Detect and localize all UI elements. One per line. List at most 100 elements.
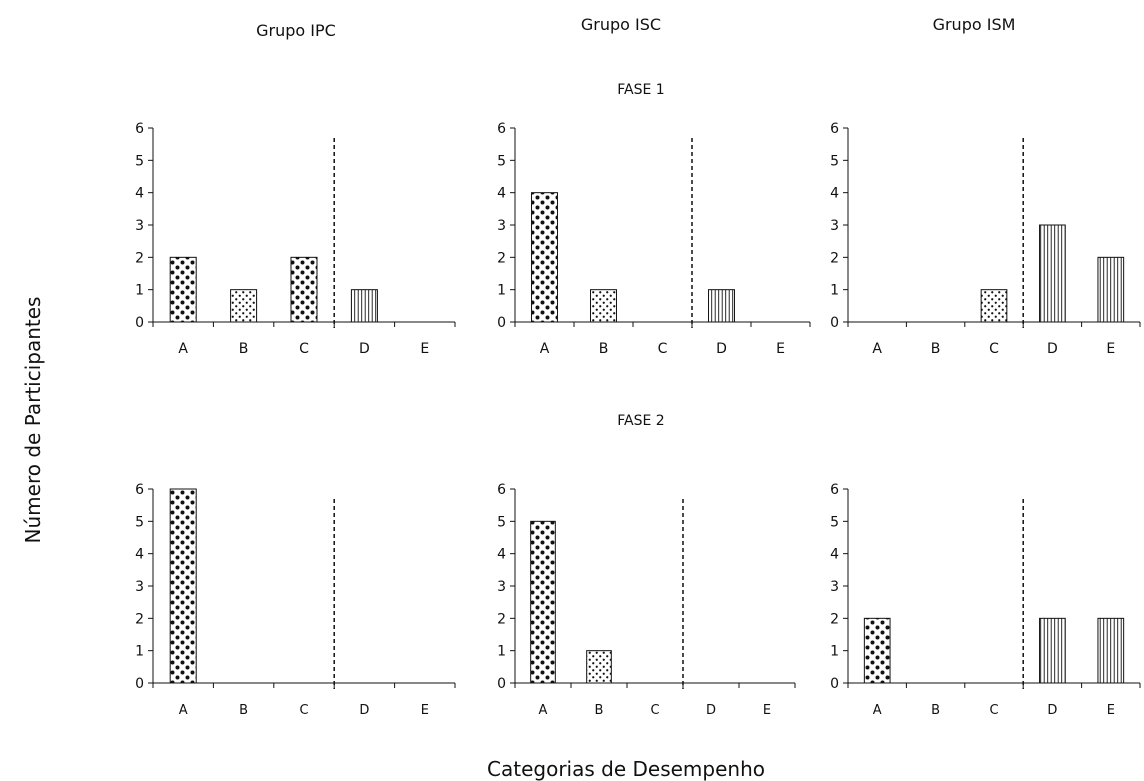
y-tick-label: 0 (497, 315, 506, 331)
y-tick-label: 6 (135, 482, 144, 498)
y-tick-label: 6 (830, 121, 839, 137)
panel-4: 0 1 2 3 4 5 6 A B C D E (135, 482, 456, 718)
bar-d (350, 289, 378, 323)
bar-b (230, 289, 258, 323)
x-tick-label: E (1107, 703, 1115, 718)
y-tick-label: 4 (135, 186, 144, 202)
y-tick-label: 1 (497, 283, 506, 299)
y-tick-label: 1 (135, 283, 144, 299)
group-title-ism: Grupo ISM (933, 15, 1016, 34)
group-title-isc: Grupo ISC (581, 15, 661, 34)
y-tick-label: 1 (830, 644, 839, 660)
x-tick-label: A (872, 341, 882, 357)
bar-b (590, 289, 617, 323)
x-tick-label: B (599, 341, 609, 357)
y-tick-label: 4 (830, 186, 839, 202)
x-tick-label: E (421, 703, 429, 718)
y-tick-label: 2 (135, 611, 144, 627)
x-tick-label: D (359, 703, 369, 718)
panel-6: 0 1 2 3 4 5 6 A B C D E (830, 482, 1141, 718)
y-tick-label: 4 (135, 547, 144, 563)
x-axis-title: Categorias de Desempenho (487, 757, 765, 781)
y-tick-label: 2 (497, 611, 506, 627)
x-tick-label: B (239, 341, 249, 357)
y-tick-label: 3 (830, 579, 839, 595)
y-tick-label: 0 (135, 315, 144, 331)
y-tick-label: 5 (830, 514, 839, 530)
y-axis-title: Número de Participantes (21, 297, 45, 544)
x-tick-label: D (706, 703, 716, 718)
bar-c (290, 256, 318, 323)
y-tick-label: 6 (830, 482, 839, 498)
x-tick-label: E (776, 341, 785, 357)
y-tick-label: 0 (135, 676, 144, 692)
x-tick-label: E (763, 703, 771, 718)
bar-d (1039, 617, 1066, 684)
x-tick-label: A (540, 341, 550, 357)
y-tick-label: 3 (830, 218, 839, 234)
y-tick-label: 5 (497, 514, 506, 530)
y-tick-label: 1 (830, 283, 839, 299)
bar-a (169, 256, 197, 323)
bar-a (530, 520, 556, 684)
panel-5: 0 1 2 3 4 5 6 A B C D E (497, 482, 796, 718)
y-tick-label: 4 (830, 547, 839, 563)
y-tick-label: 6 (497, 121, 506, 137)
x-tick-label: C (989, 703, 998, 718)
phase-title-2: FASE 2 (617, 413, 664, 429)
y-tick-label: 2 (135, 250, 144, 266)
y-tick-label: 5 (135, 514, 144, 530)
x-tick-label: D (1047, 703, 1057, 718)
panel-3: 0 1 2 3 4 5 6 A B C D E (830, 121, 1141, 357)
x-tick-label: E (1106, 341, 1115, 357)
x-tick-label: C (658, 341, 668, 357)
x-tick-label: D (1047, 341, 1058, 357)
x-tick-label: C (989, 341, 999, 357)
y-tick-label: 6 (497, 482, 506, 498)
x-tick-label: A (178, 341, 188, 357)
bar-b (586, 650, 612, 684)
x-tick-label: E (420, 341, 429, 357)
y-tick-label: 2 (830, 611, 839, 627)
y-tick-label: 6 (135, 121, 144, 137)
x-tick-label: B (931, 341, 941, 357)
x-tick-label: B (931, 703, 940, 718)
y-tick-label: 4 (497, 186, 506, 202)
x-tick-label: C (650, 703, 659, 718)
x-tick-label: C (299, 341, 309, 357)
y-tick-label: 0 (830, 676, 839, 692)
x-tick-label: A (873, 703, 882, 718)
bar-d (1039, 224, 1066, 323)
y-tick-label: 0 (497, 676, 506, 692)
y-tick-label: 3 (135, 579, 144, 595)
x-tick-label: D (359, 341, 370, 357)
bar-c (980, 289, 1008, 323)
y-tick-label: 5 (135, 153, 144, 169)
y-tick-label: 1 (135, 644, 144, 660)
x-tick-label: A (179, 703, 188, 718)
y-tick-label: 3 (497, 218, 506, 234)
y-tick-label: 2 (497, 250, 506, 266)
group-title-ipc: Grupo IPC (256, 21, 336, 40)
bar-a (169, 488, 197, 684)
bar-d (708, 289, 735, 323)
y-tick-label: 0 (830, 315, 839, 331)
y-tick-label: 3 (497, 579, 506, 595)
panel-2: 0 1 2 3 4 5 6 A B C D E (497, 121, 811, 357)
y-tick-label: 5 (830, 153, 839, 169)
x-tick-label: B (239, 703, 248, 718)
y-tick-label: 4 (497, 547, 506, 563)
x-tick-label: B (595, 703, 604, 718)
bar-a (863, 617, 891, 684)
phase-title-1: FASE 1 (617, 82, 664, 98)
panel-1: 0 1 2 3 4 5 6 A B C D E (135, 121, 456, 357)
bar-a (531, 192, 558, 323)
y-tick-label: 2 (830, 250, 839, 266)
y-tick-label: 3 (135, 218, 144, 234)
y-tick-label: 5 (497, 153, 506, 169)
bar-e (1097, 256, 1125, 323)
x-tick-label: A (539, 703, 548, 718)
x-tick-label: C (299, 703, 308, 718)
bar-e (1097, 617, 1125, 684)
